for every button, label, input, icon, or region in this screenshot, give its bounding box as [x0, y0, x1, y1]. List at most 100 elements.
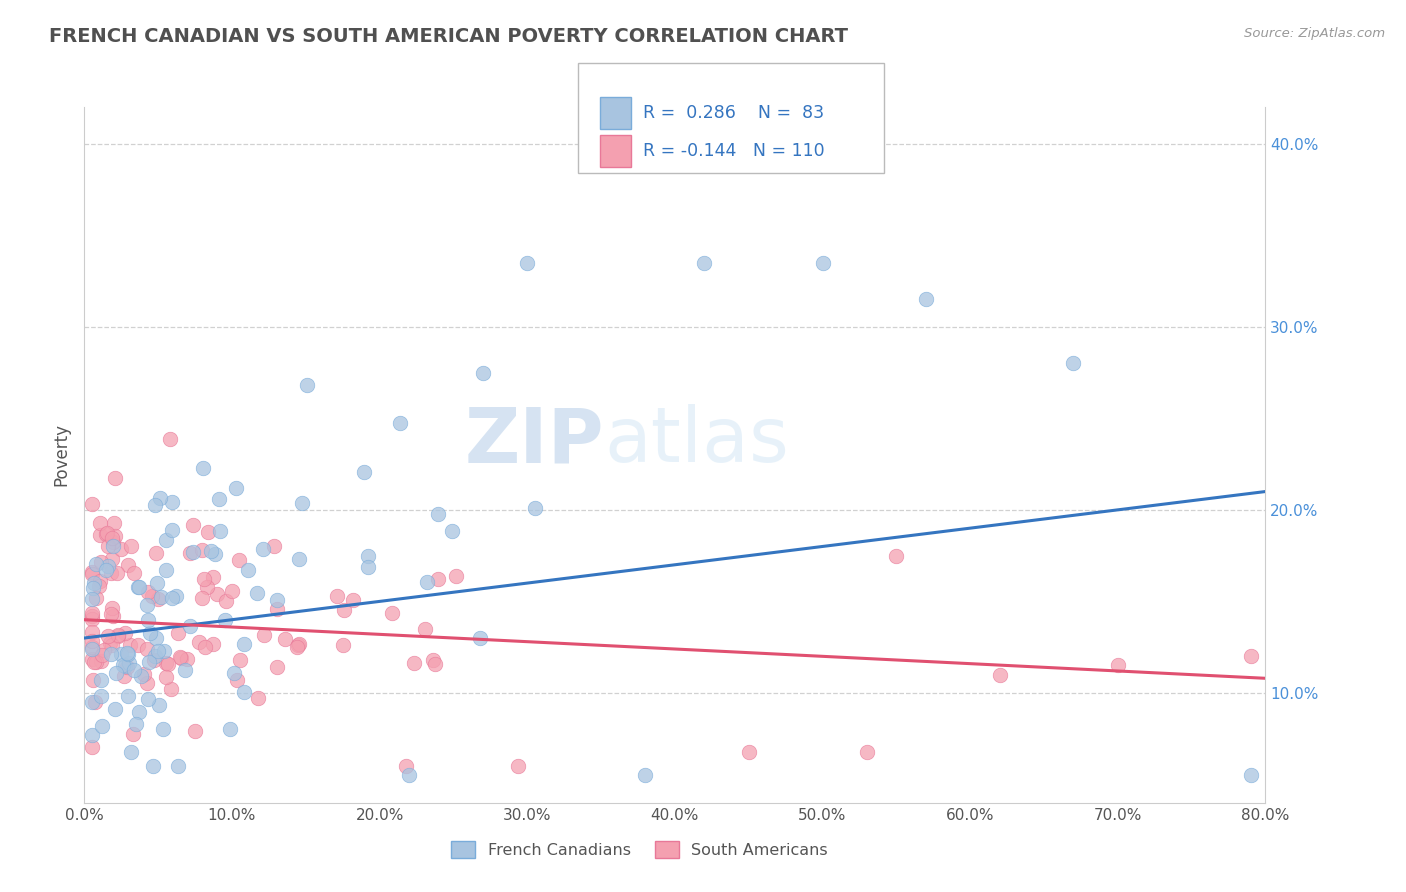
Point [82, 592, 104, 607]
Point [856, 745, 879, 759]
Point [155, 563, 177, 577]
Point [195, 580, 218, 594]
Point [80, 640, 103, 655]
Point [472, 366, 495, 380]
Point [266, 593, 288, 607]
Point [80, 641, 103, 656]
Point [97, 629, 120, 643]
Point [228, 553, 250, 567]
Point [356, 559, 378, 574]
Point [238, 563, 260, 577]
Point [127, 580, 149, 594]
Point [197, 525, 219, 540]
Point [173, 663, 195, 677]
Point [215, 593, 238, 607]
Point [86, 591, 108, 606]
Point [90, 654, 112, 668]
Point [160, 495, 183, 509]
Point [381, 606, 404, 620]
Point [100, 566, 122, 580]
Point [470, 632, 492, 646]
Point [288, 637, 311, 651]
Point [120, 539, 142, 553]
Point [115, 646, 138, 660]
Point [96, 527, 118, 541]
Point [160, 681, 183, 696]
Point [136, 598, 159, 612]
Point [139, 626, 162, 640]
Point [634, 768, 657, 782]
Point [83, 575, 105, 590]
Point [90, 648, 112, 662]
Point [444, 569, 467, 583]
Point [136, 584, 159, 599]
Point [200, 543, 222, 558]
Point [101, 540, 124, 554]
Point [80, 695, 103, 709]
Point [426, 572, 449, 586]
Point [416, 574, 439, 589]
Point [201, 637, 224, 651]
Point [150, 591, 173, 605]
Point [84, 655, 107, 669]
Point [332, 638, 354, 652]
Point [811, 255, 834, 269]
Point [693, 255, 716, 269]
Point [988, 667, 1011, 681]
Point [103, 609, 125, 624]
Point [80, 609, 103, 624]
Point [93, 642, 115, 657]
Point [738, 745, 761, 759]
Point [80, 497, 103, 511]
Point [80, 565, 103, 579]
Point [128, 705, 150, 719]
Point [155, 656, 177, 670]
Point [205, 587, 228, 601]
Point [89, 516, 111, 530]
Point [82, 673, 104, 688]
Point [104, 702, 127, 716]
Point [214, 614, 236, 628]
Point [80, 612, 103, 626]
Point [524, 500, 547, 515]
Point [145, 649, 167, 664]
Point [110, 542, 132, 557]
Point [342, 593, 364, 607]
Point [191, 591, 214, 605]
Point [191, 542, 214, 557]
Point [90, 689, 112, 703]
Point [141, 590, 163, 604]
Point [136, 692, 159, 706]
Point [146, 575, 169, 590]
Point [179, 546, 201, 560]
Point [288, 551, 311, 566]
Point [167, 626, 190, 640]
Point [143, 498, 166, 512]
Point [153, 644, 176, 658]
Point [80, 651, 103, 665]
Point [229, 653, 252, 667]
Point [135, 676, 157, 690]
Point [440, 524, 463, 538]
Point [263, 539, 285, 553]
Point [107, 629, 129, 643]
Point [332, 603, 354, 617]
Point [516, 255, 538, 269]
Point [221, 583, 243, 598]
Point [176, 651, 198, 665]
Point [179, 618, 201, 632]
Point [104, 471, 127, 485]
Point [143, 653, 166, 667]
Point [287, 638, 309, 652]
Point [427, 507, 450, 521]
Point [100, 648, 122, 662]
Point [357, 549, 380, 564]
Point [224, 666, 246, 681]
Point [96, 525, 118, 540]
Point [193, 460, 215, 475]
Point [90, 673, 112, 688]
Point [80, 728, 103, 742]
Point [915, 293, 938, 307]
Point [160, 591, 183, 605]
Point [101, 638, 124, 652]
